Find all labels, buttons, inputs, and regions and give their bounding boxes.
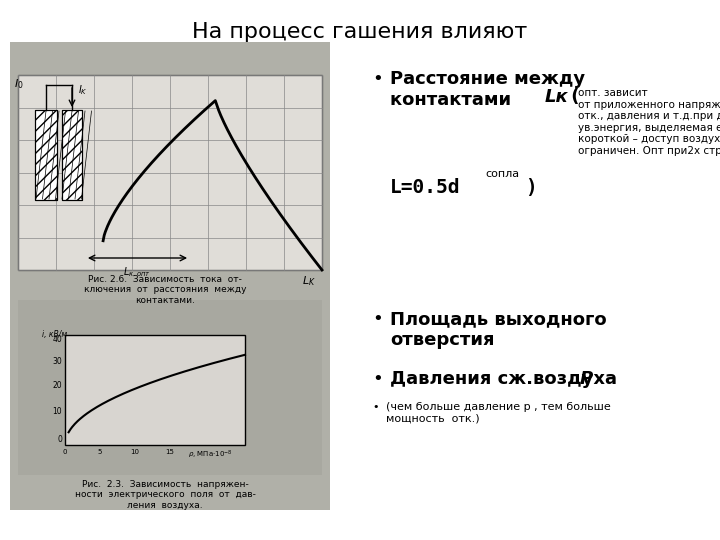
Text: $I_0$: $I_0$ — [14, 77, 24, 91]
Text: ): ) — [525, 178, 536, 197]
Text: $\rho$, МПа·10$^{-8}$: $\rho$, МПа·10$^{-8}$ — [188, 449, 233, 461]
Text: 10: 10 — [130, 449, 140, 455]
Text: (чем больше давление р , тем больше
мощность  отк.): (чем больше давление р , тем больше мощн… — [386, 402, 611, 423]
FancyBboxPatch shape — [10, 42, 330, 510]
Text: L=0.5d: L=0.5d — [390, 178, 461, 197]
Text: Площадь выходного
отверстия: Площадь выходного отверстия — [390, 310, 607, 349]
Text: Расстояние между
контактами: Расстояние между контактами — [390, 70, 585, 109]
Text: $L_K$: $L_K$ — [302, 274, 316, 288]
Bar — [35, 110, 57, 200]
Text: •: • — [372, 70, 383, 88]
Text: •: • — [372, 402, 379, 412]
Text: $I_K$: $I_K$ — [78, 83, 88, 97]
Text: •: • — [372, 310, 383, 328]
Text: 30: 30 — [53, 357, 62, 367]
FancyBboxPatch shape — [18, 300, 322, 475]
Text: Рис. 2.6.  Зависимость  тока  от-
ключения  от  расстояния  между
контактами.: Рис. 2.6. Зависимость тока от- ключения … — [84, 275, 246, 305]
Bar — [35, 110, 57, 200]
FancyBboxPatch shape — [18, 75, 322, 270]
Text: Lк: Lк — [545, 88, 569, 106]
Text: 40: 40 — [53, 335, 62, 345]
Text: Рис.  2.3.  Зависимость  напряжен-
ности  электрического  поля  от  дав-
ления  : Рис. 2.3. Зависимость напряжен- ности эл… — [75, 480, 256, 510]
Text: P: P — [580, 370, 593, 388]
Text: 15: 15 — [166, 449, 174, 455]
Text: На процесс гашения влияют: На процесс гашения влияют — [192, 22, 528, 42]
Text: (: ( — [565, 88, 580, 106]
Bar — [62, 110, 82, 200]
Text: 20: 20 — [53, 381, 62, 389]
FancyBboxPatch shape — [65, 335, 245, 445]
Text: 0: 0 — [63, 449, 67, 455]
Text: 0: 0 — [57, 435, 62, 444]
Text: $L_{к.опт}$: $L_{к.опт}$ — [123, 265, 151, 279]
Bar — [62, 110, 82, 200]
Text: 10: 10 — [53, 408, 62, 416]
Text: 5: 5 — [98, 449, 102, 455]
Text: i, кВ/м: i, кВ/м — [42, 330, 67, 339]
Text: Давления сж.воздуха: Давления сж.воздуха — [390, 370, 624, 388]
Text: опт. зависит
от приложенного напряжения, тока
отк., давления и т.д.при дл.дуге
у: опт. зависит от приложенного напряжения,… — [578, 88, 720, 156]
Text: сопла: сопла — [485, 169, 519, 179]
Text: •: • — [372, 370, 383, 388]
